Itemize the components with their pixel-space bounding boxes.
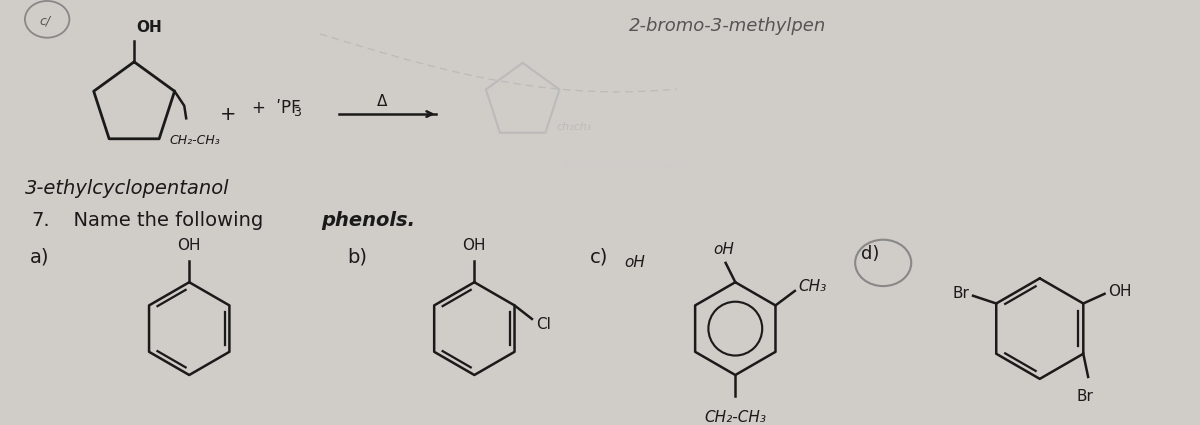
Text: phenols.: phenols. — [322, 211, 415, 230]
Text: d): d) — [860, 246, 880, 264]
Text: +: + — [220, 105, 236, 124]
Text: OH: OH — [1109, 284, 1132, 299]
Text: b): b) — [347, 247, 367, 266]
Text: CH₂-CH₃: CH₂-CH₃ — [704, 410, 767, 425]
Text: CH₂-CH₃: CH₂-CH₃ — [169, 134, 221, 147]
Text: Cl: Cl — [535, 317, 551, 332]
Text: OH: OH — [463, 238, 486, 253]
Text: +  ʹPF: + ʹPF — [252, 99, 301, 117]
Text: Δ: Δ — [377, 94, 388, 109]
Text: OH: OH — [178, 238, 200, 253]
Text: OH: OH — [136, 20, 162, 35]
Text: 3: 3 — [293, 106, 300, 119]
Text: oH: oH — [624, 255, 646, 270]
Text: 3-ethylcyclopentane: 3-ethylcyclopentane — [562, 159, 689, 173]
Text: Br: Br — [1076, 388, 1093, 404]
Text: c): c) — [590, 247, 608, 266]
Text: c/: c/ — [40, 15, 50, 28]
Text: oH: oH — [713, 242, 734, 257]
Text: 3-ethylcyclopentanol: 3-ethylcyclopentanol — [25, 179, 229, 198]
Text: CH₃: CH₃ — [799, 279, 827, 294]
Text: ch₂ch₃: ch₂ch₃ — [557, 122, 592, 133]
Text: 7.: 7. — [31, 211, 50, 230]
Text: a): a) — [30, 247, 49, 266]
Text: Name the following: Name the following — [61, 211, 269, 230]
Text: 2-bromo-3-methylpen: 2-bromo-3-methylpen — [629, 17, 827, 35]
Text: Br: Br — [953, 286, 970, 301]
